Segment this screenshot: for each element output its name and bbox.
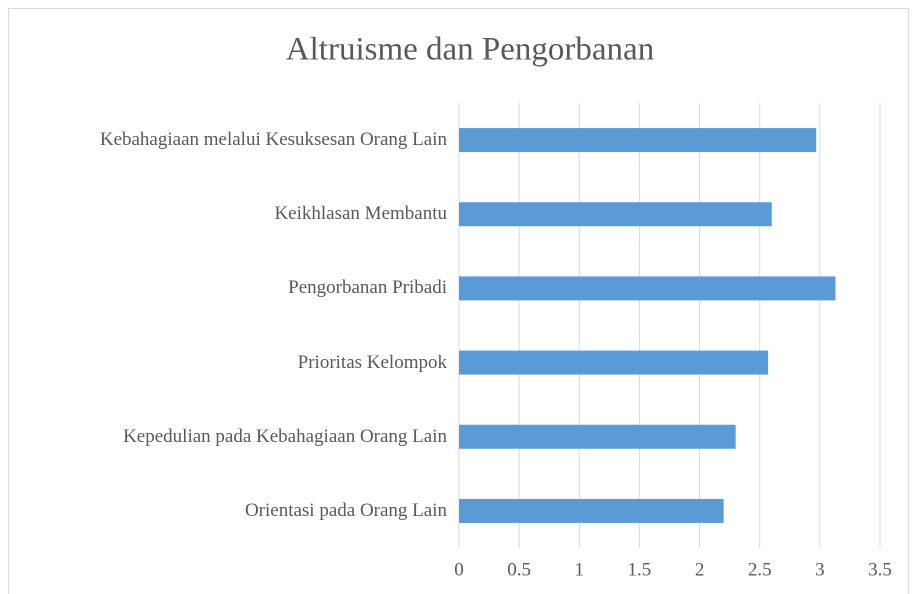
y-tick-label: Pengorbanan Pribadi: [288, 277, 447, 299]
x-tick-label: 2.5: [748, 559, 772, 580]
bar: [459, 202, 772, 227]
bar: [459, 350, 769, 375]
x-tick-label: 0.5: [507, 559, 531, 580]
chart-title: Altruisme dan Pengorbanan: [286, 32, 654, 68]
x-tick-label: 1.5: [628, 559, 652, 580]
x-tick-label: 3.5: [868, 559, 892, 580]
x-tick-label: 1: [575, 559, 585, 580]
y-tick-label: Kepedulian pada Kebahagiaan Orang Lain: [123, 425, 447, 447]
x-tick-label: 3: [815, 559, 825, 580]
y-tick-label: Kebahagiaan melalui Kesuksesan Orang Lai…: [99, 129, 447, 151]
chart-border: [8, 8, 909, 594]
x-tick-label: 2: [695, 559, 705, 580]
x-tick-label: 0: [454, 559, 464, 580]
bar: [459, 424, 736, 449]
y-tick-label: Keikhlasan Membantu: [274, 203, 447, 225]
y-tick-label: Prioritas Kelompok: [297, 351, 447, 373]
y-tick-label: Orientasi pada Orang Lain: [244, 499, 447, 521]
bar: [459, 498, 724, 523]
bar: [459, 276, 836, 301]
bar: [459, 128, 817, 153]
